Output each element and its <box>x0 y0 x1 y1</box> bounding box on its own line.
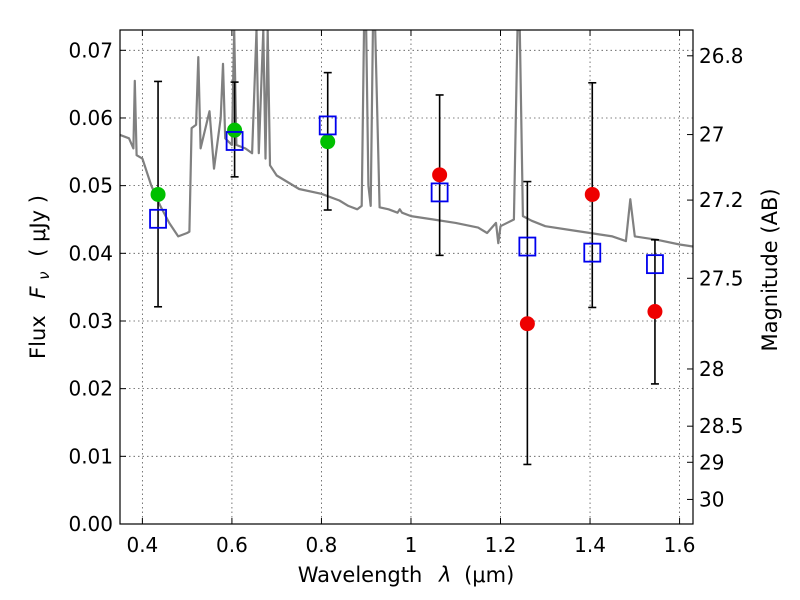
model-flux-square <box>430 182 449 203</box>
x-tick-label: 1 <box>405 533 418 557</box>
model-flux-square <box>646 254 664 275</box>
y-axis-title-sub: ν <box>35 271 53 279</box>
y-tick-label: 0.04 <box>68 241 113 265</box>
y-axis-title-unit: ( μJy ) <box>26 195 50 257</box>
plot-frame <box>119 29 694 525</box>
x-axis-ticks: 0.4 0.6 0.8 1 1.2 1.4 1.6 <box>126 30 695 557</box>
data-point-layer <box>149 115 664 332</box>
right-tick-label: 27.2 <box>699 188 744 212</box>
green-data-point <box>150 186 166 202</box>
right-tick-label: 27 <box>699 123 724 147</box>
y-axis-title-left: Flux F ν ( μJy ) <box>26 195 54 359</box>
sed-model-curve <box>120 30 693 248</box>
right-tick-label: 27.5 <box>699 266 744 290</box>
x-axis-title: Wavelength λ (μm) <box>298 563 515 587</box>
x-tick-label: 0.6 <box>216 533 248 557</box>
sed-curve-layer <box>120 30 693 248</box>
model-flux-square <box>583 242 602 263</box>
model-flux-square <box>318 115 337 136</box>
y-tick-label: 0.07 <box>68 38 113 62</box>
x-tick-label: 0.4 <box>126 533 158 557</box>
right-tick-label: 28.5 <box>699 414 744 438</box>
y-tick-label: 0.01 <box>68 444 113 468</box>
model-flux-square <box>518 236 537 257</box>
x-tick-label: 1.4 <box>574 533 606 557</box>
model-flux-square <box>149 208 167 229</box>
y-tick-label: 0.06 <box>68 106 113 130</box>
right-tick-label: 30 <box>699 487 724 511</box>
y-axis-title-right: Magnitude (AB) <box>758 188 782 351</box>
x-tick-label: 1.2 <box>485 533 517 557</box>
right-tick-label: 26.8 <box>699 44 744 68</box>
right-tick-label: 29 <box>699 450 724 474</box>
y-tick-label: 0.00 <box>68 512 113 536</box>
green-data-point <box>320 134 336 150</box>
grid-lines <box>120 30 693 524</box>
red-data-point <box>432 167 448 183</box>
y-axis-title-text: Flux <box>26 315 50 359</box>
red-data-point <box>519 316 535 332</box>
y-tick-label: 0.02 <box>68 377 113 401</box>
x-axis-title-symbol: λ <box>438 563 451 587</box>
x-axis-title-text: Wavelength <box>298 563 423 587</box>
red-data-point <box>647 304 663 320</box>
right-tick-label: 28 <box>699 357 724 381</box>
y-tick-label: 0.03 <box>68 309 113 333</box>
y-axis-ticks: 0.00 0.01 0.02 0.03 0.04 0.05 0.06 0.07 <box>68 38 126 536</box>
green-data-point <box>227 122 243 138</box>
x-axis-title-unit: (μm) <box>464 563 514 587</box>
model-flux-square <box>225 131 244 151</box>
red-data-point <box>584 186 600 202</box>
y-axis-title-symbol: F <box>26 286 50 299</box>
x-tick-label: 1.6 <box>664 533 696 557</box>
right-axis-ticks: 26.8 27 27.2 27.5 28 28.5 29 30 <box>687 44 744 511</box>
x-tick-label: 0.8 <box>306 533 338 557</box>
y-tick-label: 0.05 <box>68 174 113 198</box>
